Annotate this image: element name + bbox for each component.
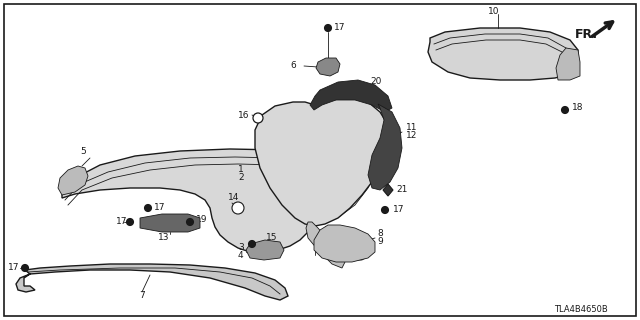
Text: 1: 1 [238, 165, 244, 174]
Polygon shape [58, 166, 88, 195]
Text: 20: 20 [370, 77, 381, 86]
Circle shape [381, 206, 388, 213]
Text: 12: 12 [406, 132, 417, 140]
Text: 15: 15 [266, 234, 278, 243]
Text: 17: 17 [8, 262, 19, 271]
Text: 10: 10 [488, 7, 500, 17]
Polygon shape [368, 104, 402, 190]
Text: 17: 17 [393, 205, 404, 214]
Text: 5: 5 [80, 148, 86, 156]
Polygon shape [316, 58, 340, 76]
Text: 21: 21 [396, 186, 408, 195]
Text: 6: 6 [290, 61, 296, 70]
Text: 13: 13 [158, 234, 170, 243]
Circle shape [145, 204, 152, 212]
Text: 17: 17 [154, 203, 166, 212]
Polygon shape [62, 149, 330, 252]
Text: 4: 4 [238, 252, 244, 260]
Text: 16: 16 [238, 110, 250, 119]
Text: FR.: FR. [575, 28, 598, 41]
Circle shape [248, 241, 255, 247]
Polygon shape [246, 240, 284, 260]
Circle shape [253, 113, 263, 123]
Circle shape [561, 107, 568, 114]
Circle shape [127, 219, 134, 226]
Text: 15: 15 [266, 242, 278, 251]
Polygon shape [428, 28, 578, 80]
Text: 17: 17 [116, 218, 127, 227]
Polygon shape [140, 214, 200, 232]
Polygon shape [383, 184, 393, 196]
Text: 9: 9 [377, 237, 383, 246]
Text: 14: 14 [228, 194, 239, 203]
Circle shape [324, 25, 332, 31]
Text: 17: 17 [334, 22, 346, 31]
Text: 11: 11 [406, 124, 417, 132]
Polygon shape [310, 80, 392, 112]
Circle shape [22, 265, 29, 271]
Text: 2: 2 [238, 173, 244, 182]
Polygon shape [16, 264, 288, 300]
Circle shape [186, 219, 193, 226]
Circle shape [232, 202, 244, 214]
Text: 19: 19 [196, 215, 207, 225]
Text: TLA4B4650B: TLA4B4650B [554, 306, 608, 315]
Polygon shape [255, 98, 390, 226]
Polygon shape [556, 48, 580, 80]
Polygon shape [314, 225, 375, 262]
Polygon shape [306, 222, 345, 268]
Text: 3: 3 [238, 244, 244, 252]
Text: 8: 8 [377, 229, 383, 238]
Text: 7: 7 [139, 292, 145, 300]
Text: 18: 18 [572, 103, 584, 113]
